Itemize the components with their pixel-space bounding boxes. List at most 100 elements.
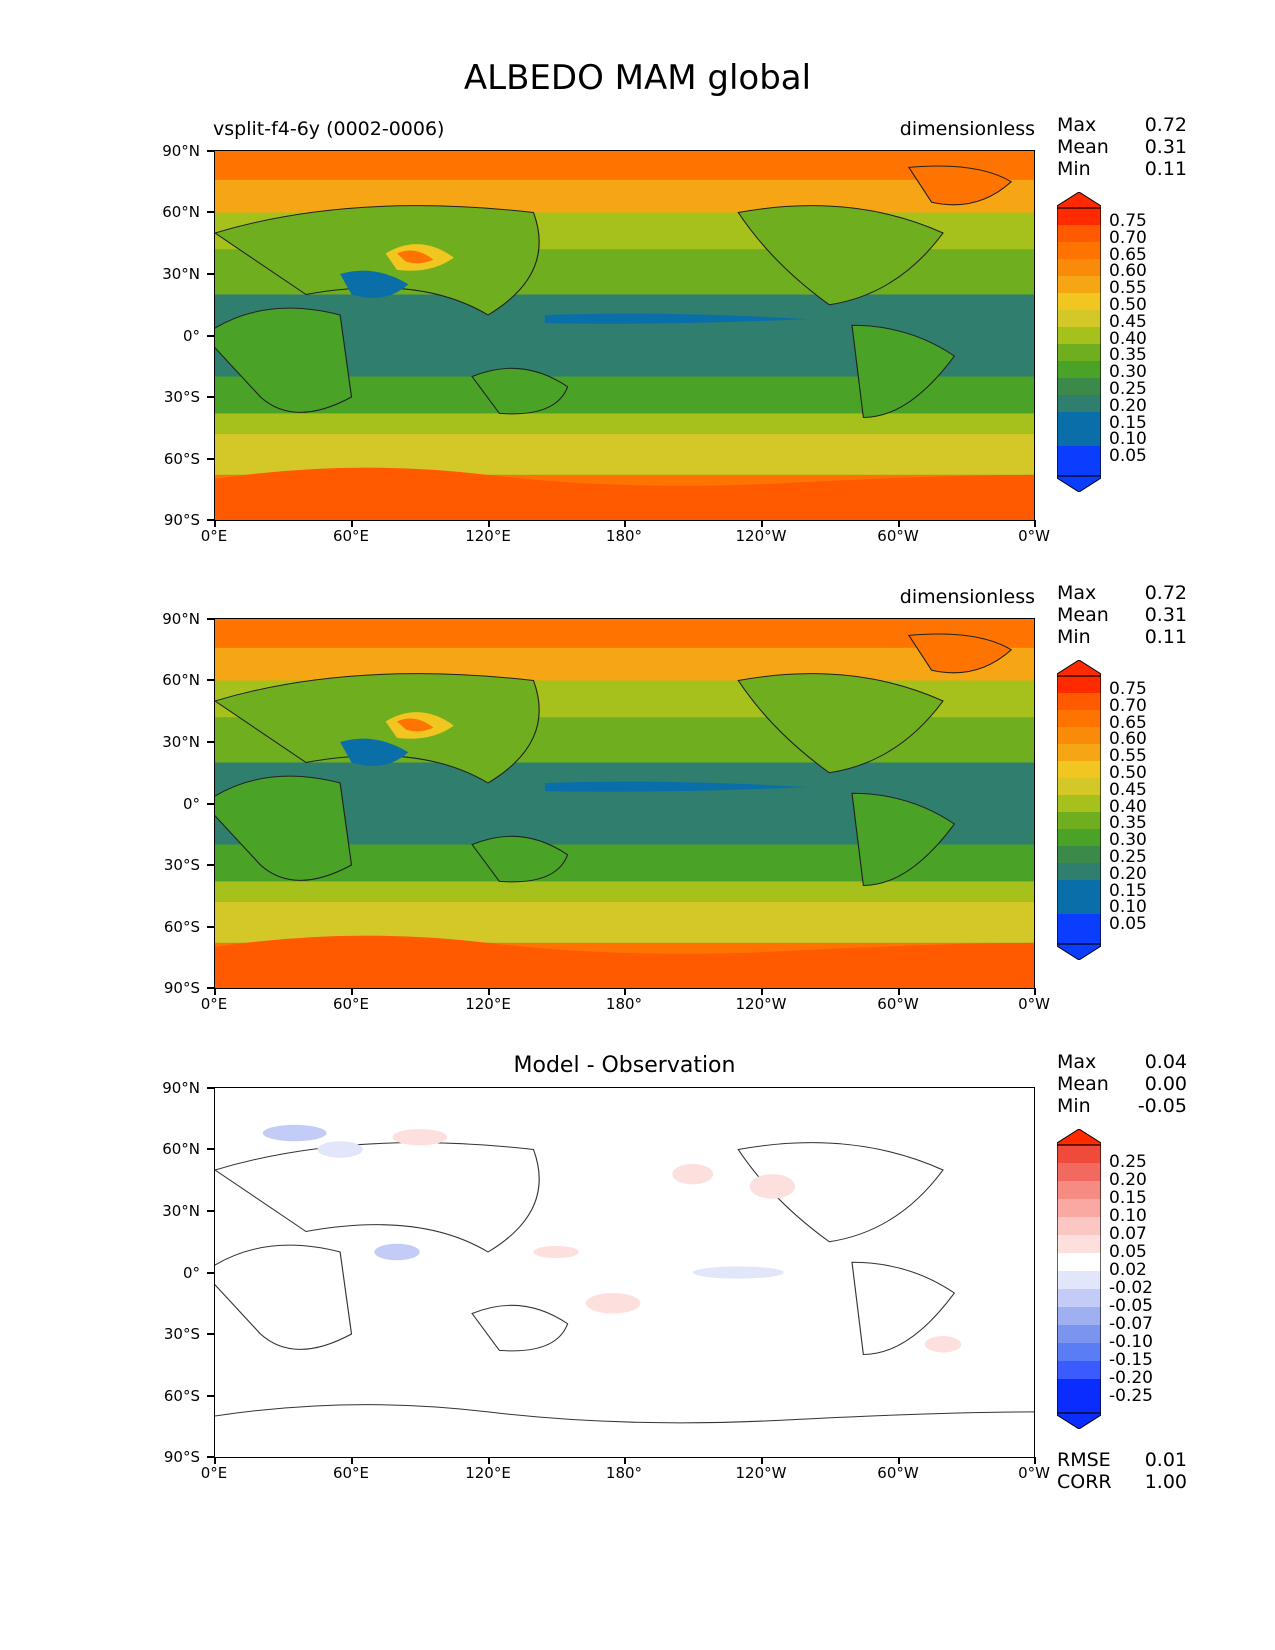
lon-label: 0°W	[1018, 995, 1050, 1013]
lat-label: 60°N	[162, 671, 200, 689]
stat-min-value: 0.11	[1144, 158, 1187, 180]
lon-label: 0°W	[1018, 1464, 1050, 1482]
corr-label: CORR	[1057, 1471, 1112, 1493]
colorbar-tick: 0.40	[1109, 328, 1147, 349]
lon-label: 180°	[605, 995, 643, 1013]
colorbar-tick: 0.30	[1109, 362, 1147, 383]
lon-label: 120°W	[735, 995, 787, 1013]
stat-min-label: Min	[1057, 626, 1091, 648]
colorbar-tick: 0.55	[1109, 278, 1147, 299]
colorbar-tick: 0.60	[1109, 261, 1147, 282]
lat-label: 90°S	[163, 1448, 200, 1466]
stat-min-value: 0.11	[1144, 626, 1187, 648]
colorbar-tick: 0.25	[1109, 378, 1147, 399]
stat-mean-value: 0.00	[1144, 1073, 1187, 1095]
colorbar-tick: 0.60	[1109, 729, 1147, 750]
stat-mean-label: Mean	[1057, 1073, 1109, 1095]
colorbar-tick: 0.70	[1109, 227, 1147, 248]
stat-max-value: 0.72	[1144, 114, 1187, 136]
colorbar-tick: 0.50	[1109, 294, 1147, 315]
panel-left-label: vsplit-f4-6y (0002-0006)	[213, 118, 445, 140]
lat-label: 30°N	[162, 265, 200, 283]
colorbar-tick: 0.10	[1109, 429, 1147, 450]
colorbar-tick: -0.05	[1109, 1296, 1153, 1316]
stats-box: Max 0.72 Mean 0.31 Min 0.11	[1057, 114, 1187, 180]
colorbar-tick: 0.15	[1109, 412, 1147, 433]
lat-label: 60°S	[163, 450, 200, 468]
stat-min-value: -0.05	[1137, 1095, 1187, 1117]
lon-label: 120°E	[465, 1464, 511, 1482]
panel-difference: Model - Observation 90°N 60°N 30°N 0	[0, 1051, 1275, 1517]
colorbar-tick: 0.02	[1109, 1260, 1147, 1280]
lat-label: 0°	[182, 327, 200, 345]
colorbar-swatches	[1056, 1128, 1102, 1430]
colorbar-tick: 0.05	[1109, 1242, 1147, 1262]
lat-label: 30°S	[163, 1325, 200, 1343]
lat-label: 0°	[182, 795, 200, 813]
lat-label: 30°N	[162, 733, 200, 751]
colorbar-tick: -0.07	[1109, 1314, 1153, 1334]
colorbar-tick: 0.75	[1109, 679, 1147, 699]
panel-center-title: Model - Observation	[513, 1053, 736, 1078]
lon-label: 120°E	[465, 527, 511, 545]
lat-label: 30°S	[163, 856, 200, 874]
colorbar-tick: 0.25	[1109, 1152, 1147, 1172]
colorbar-tick: -0.02	[1109, 1278, 1153, 1298]
lon-label: 120°E	[465, 995, 511, 1013]
stat-min-label: Min	[1057, 1095, 1091, 1117]
lon-label: 0°E	[200, 527, 228, 545]
colorbar-tick: 0.05	[1109, 446, 1147, 467]
colorbar-tick: 0.35	[1109, 345, 1147, 366]
colorbar-tick: -0.15	[1109, 1350, 1153, 1370]
colorbar-tick: 0.05	[1109, 914, 1147, 935]
lon-label: 60°E	[332, 527, 370, 545]
lon-label: 60°E	[332, 1464, 370, 1482]
lat-label: 90°N	[162, 610, 200, 628]
albedo-field	[215, 619, 1034, 988]
stat-mean-label: Mean	[1057, 604, 1109, 626]
colorbar-tick: 0.65	[1109, 244, 1147, 265]
albedo-field	[215, 151, 1034, 520]
main-title: ALBEDO MAM global	[463, 58, 812, 98]
lon-label: 180°	[605, 527, 643, 545]
rmse-label: RMSE	[1057, 1449, 1111, 1471]
stat-mean-value: 0.31	[1144, 604, 1187, 626]
colorbar-tick: 0.45	[1109, 311, 1147, 332]
lon-label: 180°	[605, 1464, 643, 1482]
lat-label: 60°N	[162, 203, 200, 221]
colorbar-tick: 0.45	[1109, 779, 1147, 800]
panel-model: vsplit-f4-6y (0002-0006) dimensionless	[0, 114, 1275, 580]
colorbar-tick: 0.70	[1109, 695, 1147, 716]
lat-label: 30°N	[162, 1202, 200, 1220]
corr-value: 1.00	[1144, 1471, 1187, 1493]
colorbar-tick: 0.20	[1109, 395, 1147, 416]
stat-max-label: Max	[1057, 582, 1097, 604]
metrics-box: RMSE 0.01 CORR 1.00	[1057, 1449, 1187, 1493]
panel-units-label: dimensionless	[899, 586, 1035, 608]
colorbar-tick: 0.65	[1109, 712, 1147, 733]
lat-label: 30°S	[163, 388, 200, 406]
difference-map	[214, 1087, 1035, 1458]
colorbar-tick: 0.15	[1109, 1188, 1147, 1208]
lon-label: 0°E	[200, 1464, 228, 1482]
lat-label: 60°S	[163, 1387, 200, 1405]
stat-min-label: Min	[1057, 158, 1091, 180]
colorbar-tick: 0.25	[1109, 846, 1147, 867]
colorbar-tick: 0.15	[1109, 880, 1147, 901]
albedo-map	[214, 150, 1035, 521]
lat-label: 60°S	[163, 918, 200, 936]
colorbar-tick: 0.30	[1109, 830, 1147, 851]
lon-label: 0°E	[200, 995, 228, 1013]
colorbar-tick: 0.07	[1109, 1224, 1147, 1244]
lon-label: 60°E	[332, 995, 370, 1013]
lon-label: 0°W	[1018, 527, 1050, 545]
rmse-value: 0.01	[1144, 1449, 1187, 1471]
lat-label: 0°	[182, 1264, 200, 1282]
lat-label: 90°N	[162, 1079, 200, 1097]
colorbar: 0.25 0.20 0.15 0.10 0.07 0.05 0.02 -0.02…	[1056, 1128, 1197, 1430]
panel-observation: dimensionless	[0, 582, 1275, 1048]
lat-label: 90°N	[162, 142, 200, 160]
albedo-map	[214, 618, 1035, 989]
colorbar-tick: 0.75	[1109, 211, 1147, 231]
stats-box: Max 0.04 Mean 0.00 Min -0.05	[1057, 1051, 1187, 1117]
